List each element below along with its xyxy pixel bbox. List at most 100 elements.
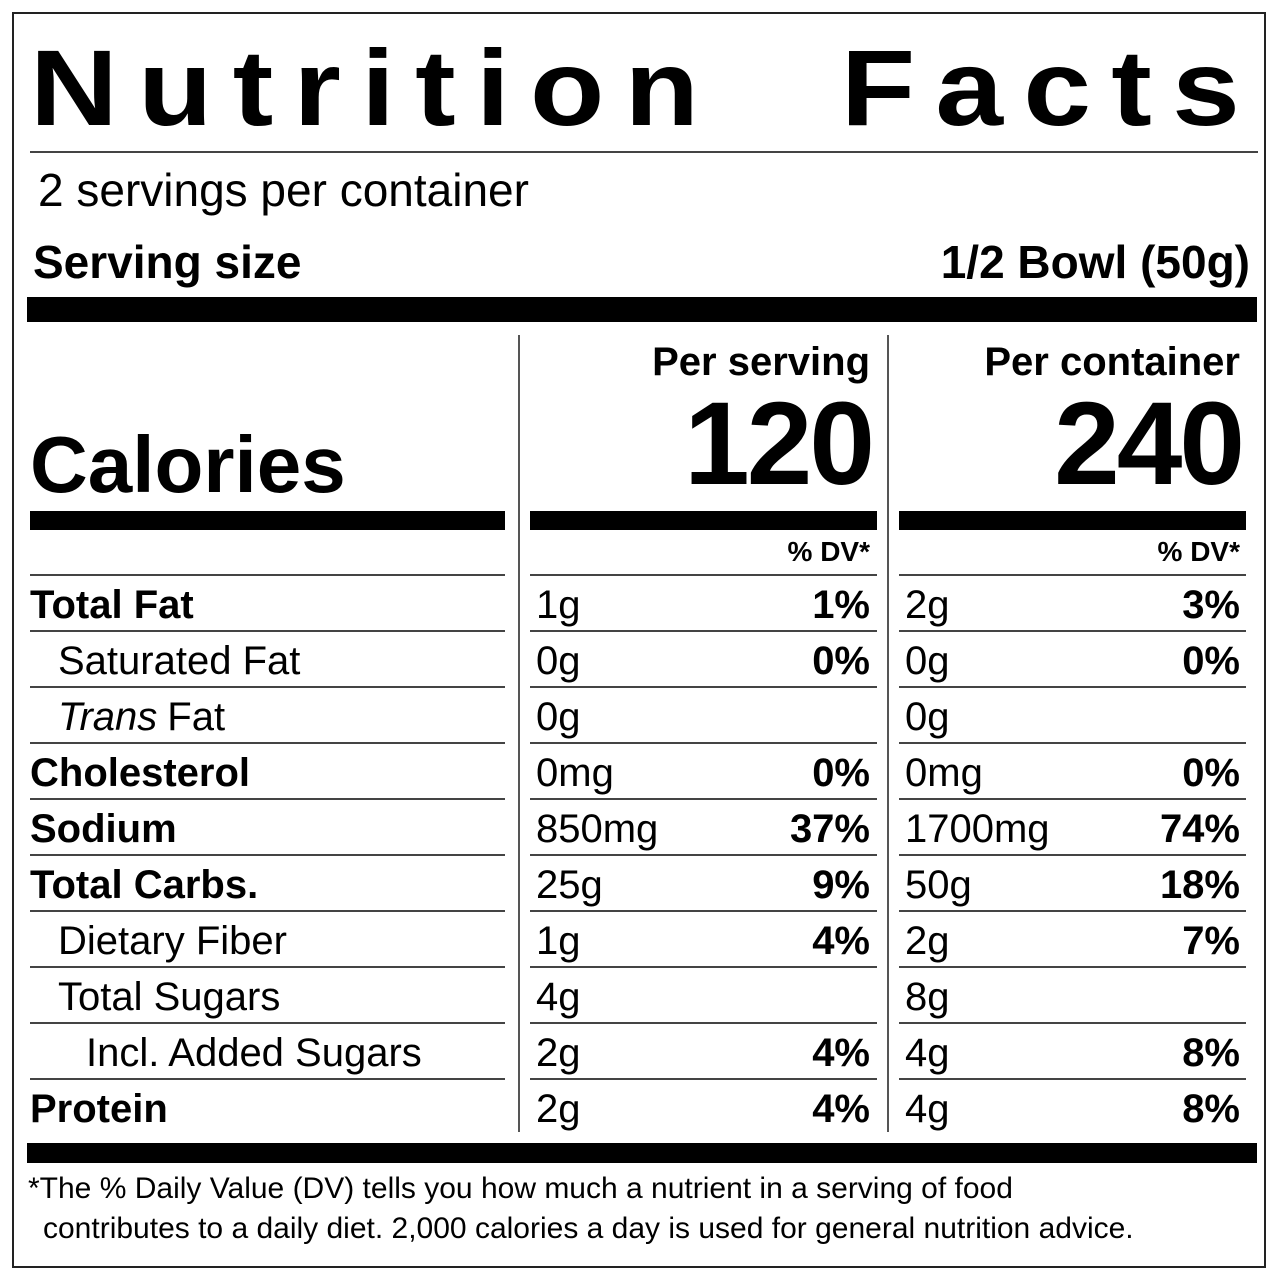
amount: 1g <box>536 919 581 963</box>
row-rule <box>530 854 877 856</box>
row-rule <box>899 966 1246 968</box>
row-rule <box>899 574 1246 576</box>
amount: 850mg <box>536 807 659 851</box>
amount: 0g <box>905 639 950 683</box>
nutrient-name: Protein <box>30 1087 168 1131</box>
thick-bar <box>30 511 505 530</box>
serving-size-label: Serving size <box>33 236 302 288</box>
row-rule <box>30 966 505 968</box>
row-rule <box>30 574 505 576</box>
daily-value: 9% <box>812 863 870 907</box>
thick-bar <box>899 511 1246 530</box>
row-rule <box>899 854 1246 856</box>
row-rule <box>899 798 1246 800</box>
thick-bar <box>27 1143 1257 1163</box>
daily-value: 18% <box>1159 863 1240 907</box>
column-divider <box>518 335 520 1132</box>
row-rule <box>899 910 1246 912</box>
dv-header: % DV* <box>787 536 870 567</box>
column-divider <box>887 335 889 1132</box>
row-rule <box>899 1078 1246 1080</box>
column-header: Per serving <box>652 340 870 384</box>
row-rule <box>30 798 505 800</box>
amount: 2g <box>905 919 950 963</box>
amount: 0g <box>905 695 950 739</box>
nutrient-name: Incl. Added Sugars <box>86 1031 422 1075</box>
amount: 4g <box>905 1031 950 1075</box>
daily-value: 3% <box>1182 583 1240 627</box>
calories-value: 240 <box>1054 378 1245 510</box>
row-rule <box>30 1022 505 1024</box>
daily-value: 0% <box>812 639 870 683</box>
dv-header: % DV* <box>1157 536 1240 567</box>
amount: 8g <box>905 975 950 1019</box>
column-header: Per container <box>984 340 1240 384</box>
label-border <box>12 12 1266 1268</box>
daily-value: 37% <box>789 807 870 851</box>
amount: 1700mg <box>905 807 1050 851</box>
row-rule <box>530 1078 877 1080</box>
nutrient-name: Total Sugars <box>58 975 281 1019</box>
footnote-line: *The % Daily Value (DV) tells you how mu… <box>28 1172 1013 1205</box>
row-rule <box>30 630 505 632</box>
row-rule <box>30 854 505 856</box>
row-rule <box>30 686 505 688</box>
serving-size-value: 1/2 Bowl (50g) <box>940 236 1250 288</box>
amount: 25g <box>536 863 603 907</box>
nutrient-name: Total Carbs. <box>30 863 259 907</box>
daily-value: 8% <box>1182 1087 1240 1131</box>
nutrient-name: Cholesterol <box>30 751 251 795</box>
calories-value: 120 <box>684 378 875 510</box>
daily-value: 8% <box>1182 1031 1240 1075</box>
servings-per-container: 2 servings per container <box>38 164 529 216</box>
row-rule <box>30 910 505 912</box>
thick-bar <box>27 297 1257 322</box>
row-rule <box>530 630 877 632</box>
daily-value: 7% <box>1182 919 1240 963</box>
row-rule <box>530 798 877 800</box>
row-rule <box>899 686 1246 688</box>
daily-value: 4% <box>812 919 870 963</box>
amount: 4g <box>905 1087 950 1131</box>
daily-value: 74% <box>1159 807 1240 851</box>
amount: 0mg <box>536 751 614 795</box>
amount: 0g <box>536 639 581 683</box>
nutrient-name-text: Fat <box>167 695 226 739</box>
row-rule <box>530 910 877 912</box>
nutrient-name: Saturated Fat <box>58 639 301 683</box>
daily-value: 0% <box>812 751 870 795</box>
row-rule <box>899 742 1246 744</box>
footnote-line: contributes to a daily diet. 2,000 calor… <box>43 1212 1134 1245</box>
amount: 2g <box>905 583 950 627</box>
calories-label: Calories <box>30 420 346 509</box>
amount: 4g <box>536 975 581 1019</box>
title: Nutrition Facts <box>30 27 1260 148</box>
nutrient-name: Total Fat <box>30 583 194 627</box>
daily-value: 1% <box>812 583 870 627</box>
row-rule <box>30 1078 505 1080</box>
row-rule <box>899 630 1246 632</box>
amount: 50g <box>905 863 972 907</box>
daily-value: 4% <box>812 1031 870 1075</box>
daily-value: 0% <box>1182 751 1240 795</box>
daily-value: 4% <box>812 1087 870 1131</box>
amount: 1g <box>536 583 581 627</box>
daily-value: 0% <box>1182 639 1240 683</box>
row-rule <box>530 1022 877 1024</box>
row-rule <box>530 686 877 688</box>
row-rule <box>530 574 877 576</box>
title-rule <box>30 151 1258 153</box>
nutrient-name: Dietary Fiber <box>58 919 287 963</box>
row-rule <box>530 742 877 744</box>
nutrient-name-italic: Trans <box>58 695 158 739</box>
amount: 2g <box>536 1031 581 1075</box>
amount: 0g <box>536 695 581 739</box>
row-rule <box>899 1022 1246 1024</box>
thick-bar <box>530 511 877 530</box>
nutrient-name: Sodium <box>30 807 177 851</box>
amount: 0mg <box>905 751 983 795</box>
nutrient-name: Trans Fat <box>58 692 225 742</box>
row-rule <box>530 966 877 968</box>
row-rule <box>30 742 505 744</box>
